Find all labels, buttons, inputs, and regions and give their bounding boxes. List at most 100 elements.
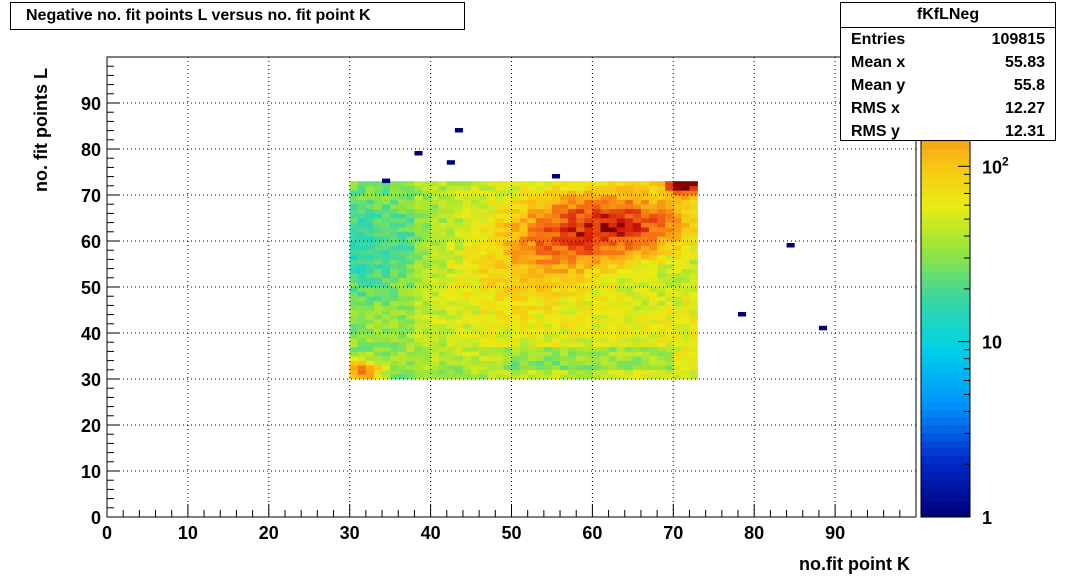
heatmap-cell <box>438 264 448 269</box>
heatmap-isolated-bin <box>551 174 561 179</box>
heatmap-cell <box>462 218 472 223</box>
heatmap-cell <box>649 319 658 325</box>
heatmap-cell <box>551 259 561 265</box>
heatmap-cell <box>454 254 464 260</box>
heatmap-cell <box>535 245 545 251</box>
heatmap-cell <box>681 323 690 329</box>
heatmap-cell <box>390 227 399 233</box>
heatmap-cell <box>373 218 383 223</box>
heatmap-cell <box>495 181 504 187</box>
heatmap-cell <box>624 369 634 375</box>
heatmap-cell <box>446 199 456 205</box>
heatmap-cell <box>382 227 391 233</box>
heatmap-cell <box>535 259 545 265</box>
heatmap-cell <box>462 222 472 228</box>
heatmap-cell <box>543 374 553 380</box>
heatmap-cell <box>616 218 626 223</box>
heatmap-cell <box>503 254 512 260</box>
heatmap-cell <box>649 300 658 306</box>
heatmap-cell <box>438 323 448 329</box>
heatmap-cell <box>454 268 464 274</box>
heatmap-cell <box>503 287 512 292</box>
heatmap-cell <box>584 213 593 219</box>
heatmap-cell <box>519 241 528 246</box>
heatmap-cell <box>471 236 480 242</box>
heatmap-cell <box>479 346 488 352</box>
heatmap-cell <box>535 236 545 242</box>
palette-swatch <box>921 425 970 434</box>
heatmap-cell <box>608 268 617 274</box>
heatmap-cell <box>527 213 537 219</box>
heatmap-cell <box>543 273 553 279</box>
heatmap-cell <box>430 181 439 187</box>
heatmap-cell <box>560 282 569 288</box>
heatmap-cell <box>527 333 537 338</box>
heatmap-cell <box>681 259 690 265</box>
heatmap-cell <box>665 333 674 338</box>
palette-swatch <box>921 417 970 426</box>
heatmap-cell <box>422 282 431 288</box>
y-tick-label: 0 <box>91 508 101 528</box>
heatmap-cell <box>373 333 383 338</box>
heatmap-cell <box>438 351 448 357</box>
heatmap-cell <box>398 199 407 205</box>
heatmap-cell <box>414 374 423 380</box>
heatmap-cell <box>495 287 504 292</box>
heatmap-cell <box>616 208 626 214</box>
heatmap-cell <box>681 199 690 205</box>
heatmap-cell <box>560 319 569 325</box>
heatmap-cell <box>535 305 545 311</box>
heatmap-cell <box>471 282 480 288</box>
heatmap-cell <box>657 305 666 311</box>
heatmap-cell <box>592 356 601 361</box>
heatmap-cell <box>446 291 456 297</box>
heatmap-cell <box>357 204 367 210</box>
heatmap-cell <box>543 369 553 375</box>
heatmap-cell <box>600 254 609 260</box>
heatmap-cell <box>382 213 391 219</box>
heatmap-cell <box>584 365 593 371</box>
palette-swatch <box>921 164 970 173</box>
heatmap-cell <box>406 213 415 219</box>
heatmap-cell <box>689 360 698 366</box>
heatmap-cell <box>446 204 456 210</box>
heatmap-cell <box>576 351 585 357</box>
heatmap-cell <box>487 351 496 357</box>
heatmap-cell <box>406 369 415 375</box>
heatmap-cell <box>357 259 367 265</box>
heatmap-cell <box>398 254 407 260</box>
heatmap-cell <box>624 264 634 269</box>
heatmap-cell <box>673 319 682 325</box>
heatmap-cell <box>608 323 617 329</box>
heatmap-cell <box>657 356 666 361</box>
palette-swatch <box>921 501 970 510</box>
heatmap-cell <box>365 319 375 325</box>
heatmap-cell <box>527 241 537 246</box>
heatmap-cell <box>649 259 658 265</box>
heatmap-cell <box>479 264 488 269</box>
heatmap-cell <box>519 333 528 338</box>
heatmap-cell <box>657 310 666 315</box>
heatmap-cell <box>349 365 359 371</box>
heatmap-cell <box>382 310 391 315</box>
heatmap-cell <box>592 222 601 228</box>
heatmap-cell <box>543 268 553 274</box>
heatmap-cell <box>576 365 585 371</box>
heatmap-cell <box>414 241 423 246</box>
heatmap-cell <box>689 268 698 274</box>
heatmap-cell <box>519 273 528 279</box>
heatmap-cell <box>543 342 553 348</box>
heatmap-cell <box>422 241 431 246</box>
stats-row-rms-x: RMS x 12.27 <box>841 97 1055 120</box>
heatmap-cell <box>382 319 391 325</box>
heatmap-cell <box>511 365 520 371</box>
heatmap-cell <box>438 259 448 265</box>
heatmap-cell <box>422 204 431 210</box>
heatmap-cell <box>438 254 448 260</box>
heatmap-cell <box>406 360 415 366</box>
heatmap-cell <box>616 204 626 210</box>
heatmap-cell <box>349 218 359 223</box>
heatmap-cell <box>576 245 585 251</box>
heatmap-cell <box>689 342 698 348</box>
heatmap-cell <box>608 204 617 210</box>
